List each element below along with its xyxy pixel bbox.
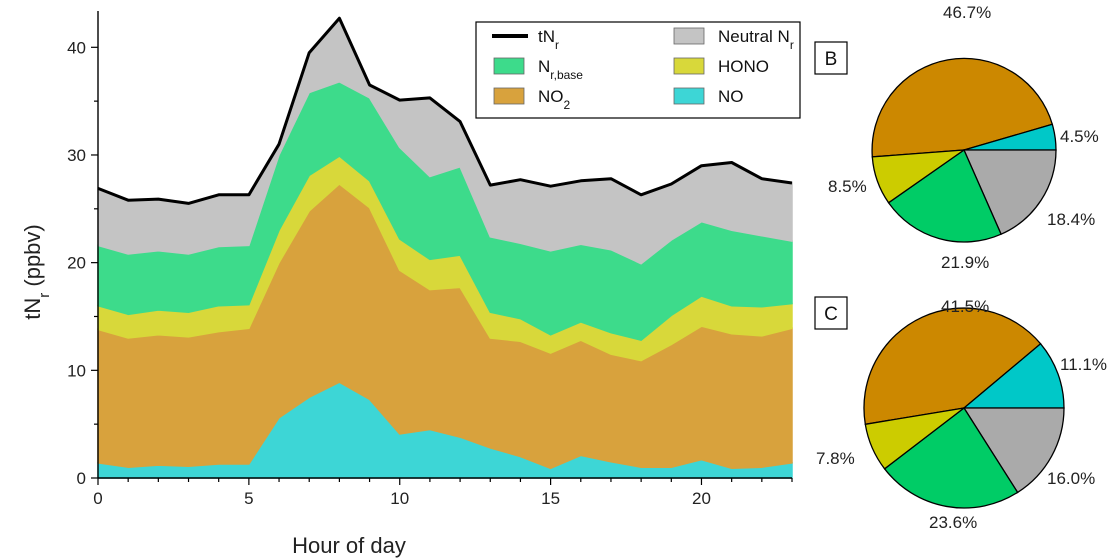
y-tick-label: 30	[67, 146, 86, 165]
total-line-group	[97, 16, 793, 205]
legend-label: Neutral Nr	[718, 27, 794, 52]
pie-slice-label: 41.5%	[941, 297, 989, 316]
x-tick-label: 10	[390, 489, 409, 508]
pie-slice	[863, 307, 1042, 426]
panel-letter: C	[824, 304, 838, 325]
x-tick-label: 20	[692, 489, 711, 508]
y-tick-label: 20	[67, 254, 86, 273]
legend-swatch	[673, 27, 705, 45]
legend-item: tNr	[492, 27, 559, 52]
legend-label-main: NO	[718, 87, 744, 106]
legend-label-main: tN	[538, 27, 555, 46]
x-tick-label: 5	[244, 489, 253, 508]
x-tick-label: 0	[93, 489, 102, 508]
pie-slice	[887, 149, 1002, 243]
area-series-group	[97, 16, 793, 479]
legend-swatch	[493, 87, 525, 105]
legend-label-sub: r	[790, 38, 794, 52]
pie-slice	[963, 149, 1057, 236]
y-tick-label: 10	[67, 361, 86, 380]
pie-slice	[864, 407, 965, 470]
x-tick-label: 15	[541, 489, 560, 508]
pie-slice-label: 11.1%	[1060, 355, 1107, 374]
panel-letter-box	[814, 41, 848, 75]
legend-label-main: NO	[538, 87, 564, 106]
legend-item: HONO	[673, 57, 769, 76]
pie-chart-b: B 46.7% 4.5% 18.4% 21.9% 8.5%	[814, 3, 1099, 272]
legend-label-sub: 2	[564, 98, 571, 112]
pie-slice-label: 7.8%	[816, 449, 855, 468]
legend-label-sub: r	[555, 38, 559, 52]
legend-label-main: N	[538, 57, 550, 76]
pie-slice	[871, 57, 1054, 158]
pie-slice-label: 46.7%	[943, 3, 991, 22]
pie-slice-label: 21.9%	[941, 253, 989, 272]
y-tick-label: 0	[77, 469, 86, 488]
y-tick-label: 40	[67, 38, 86, 57]
pie-slice	[871, 149, 967, 204]
total-line	[97, 16, 793, 205]
legend-label: NO	[718, 87, 744, 106]
pie-slice	[962, 342, 1065, 409]
legend-label: HONO	[718, 57, 769, 76]
tick-group: 0 5 10 15 20 0 10 20 30 40	[67, 38, 793, 508]
legend-frame	[475, 21, 801, 119]
y-axis-title: tNr (ppbv)	[20, 224, 53, 319]
legend-label: NO2	[538, 87, 571, 112]
pie-slice	[962, 407, 1065, 494]
pie-slice-label: 23.6%	[929, 513, 977, 532]
legend-item: NO	[673, 87, 744, 106]
legend-item: Nr,base	[493, 57, 583, 82]
pie-slice-label: 16.0%	[1047, 469, 1095, 488]
panel-letter-box	[814, 296, 848, 330]
pie-chart-c: C 41.5% 11.1% 16.0% 23.6% 7.8%	[814, 296, 1107, 532]
legend-label-main: Neutral N	[718, 27, 790, 46]
legend-item: NO2	[493, 87, 571, 112]
legend-item: Neutral Nr	[673, 27, 794, 52]
y-axis-title-sub: r	[36, 293, 53, 298]
pie-slice	[883, 407, 1019, 509]
y-axis-title-tail: (ppbv)	[20, 224, 45, 292]
legend-swatch	[673, 57, 705, 75]
panel-letter: B	[825, 49, 838, 70]
legend-label: tNr	[538, 27, 559, 52]
axes	[97, 11, 792, 479]
y-axis-title-main: tN	[20, 298, 45, 320]
legend-swatch	[493, 57, 525, 75]
legend-label-sub: r,base	[550, 68, 583, 82]
pie-slice-label: 8.5%	[828, 177, 867, 196]
pie-charts: B 46.7% 4.5% 18.4% 21.9% 8.5% C 41.5% 11.1% 16.0%…	[814, 3, 1107, 532]
legend-label: Nr,base	[538, 57, 583, 82]
legend-swatch	[673, 87, 705, 105]
pie-slice-label: 4.5%	[1060, 127, 1099, 146]
x-axis-title: Hour of day	[292, 533, 406, 558]
pie-slice-label: 18.4%	[1047, 210, 1095, 229]
legend-label-main: HONO	[718, 57, 769, 76]
